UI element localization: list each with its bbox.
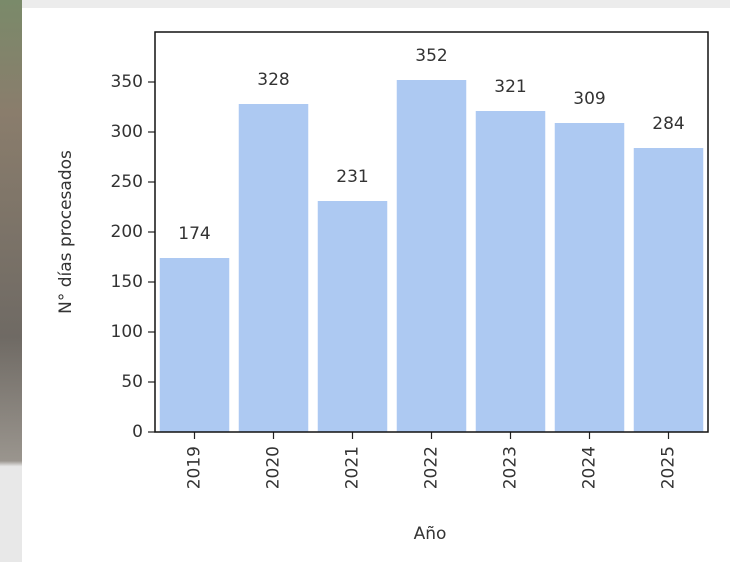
data-label: 328	[257, 70, 289, 90]
y-tick-label: 50	[121, 372, 143, 392]
y-tick-label: 0	[132, 422, 143, 442]
bar	[238, 104, 309, 432]
plot-frame	[154, 31, 709, 433]
x-tick-label: 2022	[422, 446, 442, 489]
data-label: 174	[178, 224, 210, 244]
bar	[159, 258, 230, 432]
bar	[554, 123, 625, 432]
x-tick-label: 2020	[264, 446, 284, 489]
bar	[475, 111, 546, 432]
background-photo	[0, 0, 22, 562]
data-label: 284	[652, 114, 684, 134]
data-label: 231	[336, 167, 368, 187]
y-tick-label: 300	[111, 122, 143, 142]
x-axis-label: Año	[414, 524, 447, 544]
y-tick-label: 200	[111, 222, 143, 242]
x-tick-label: 2023	[501, 446, 521, 489]
y-tick-label: 250	[111, 172, 143, 192]
y-tick-label: 350	[111, 72, 143, 92]
data-label: 321	[494, 77, 526, 97]
bar	[396, 80, 467, 432]
x-tick-label: 2019	[185, 446, 205, 489]
y-tick-label: 150	[111, 272, 143, 292]
y-tick-label: 100	[111, 322, 143, 342]
data-label: 309	[573, 89, 605, 109]
x-tick-label: 2025	[659, 446, 679, 489]
bar	[633, 148, 704, 432]
bar	[317, 201, 388, 432]
data-label: 352	[415, 46, 447, 66]
y-axis-label: N° días procesados	[56, 150, 76, 314]
x-tick-label: 2024	[580, 446, 600, 489]
x-tick-label: 2021	[343, 446, 363, 489]
